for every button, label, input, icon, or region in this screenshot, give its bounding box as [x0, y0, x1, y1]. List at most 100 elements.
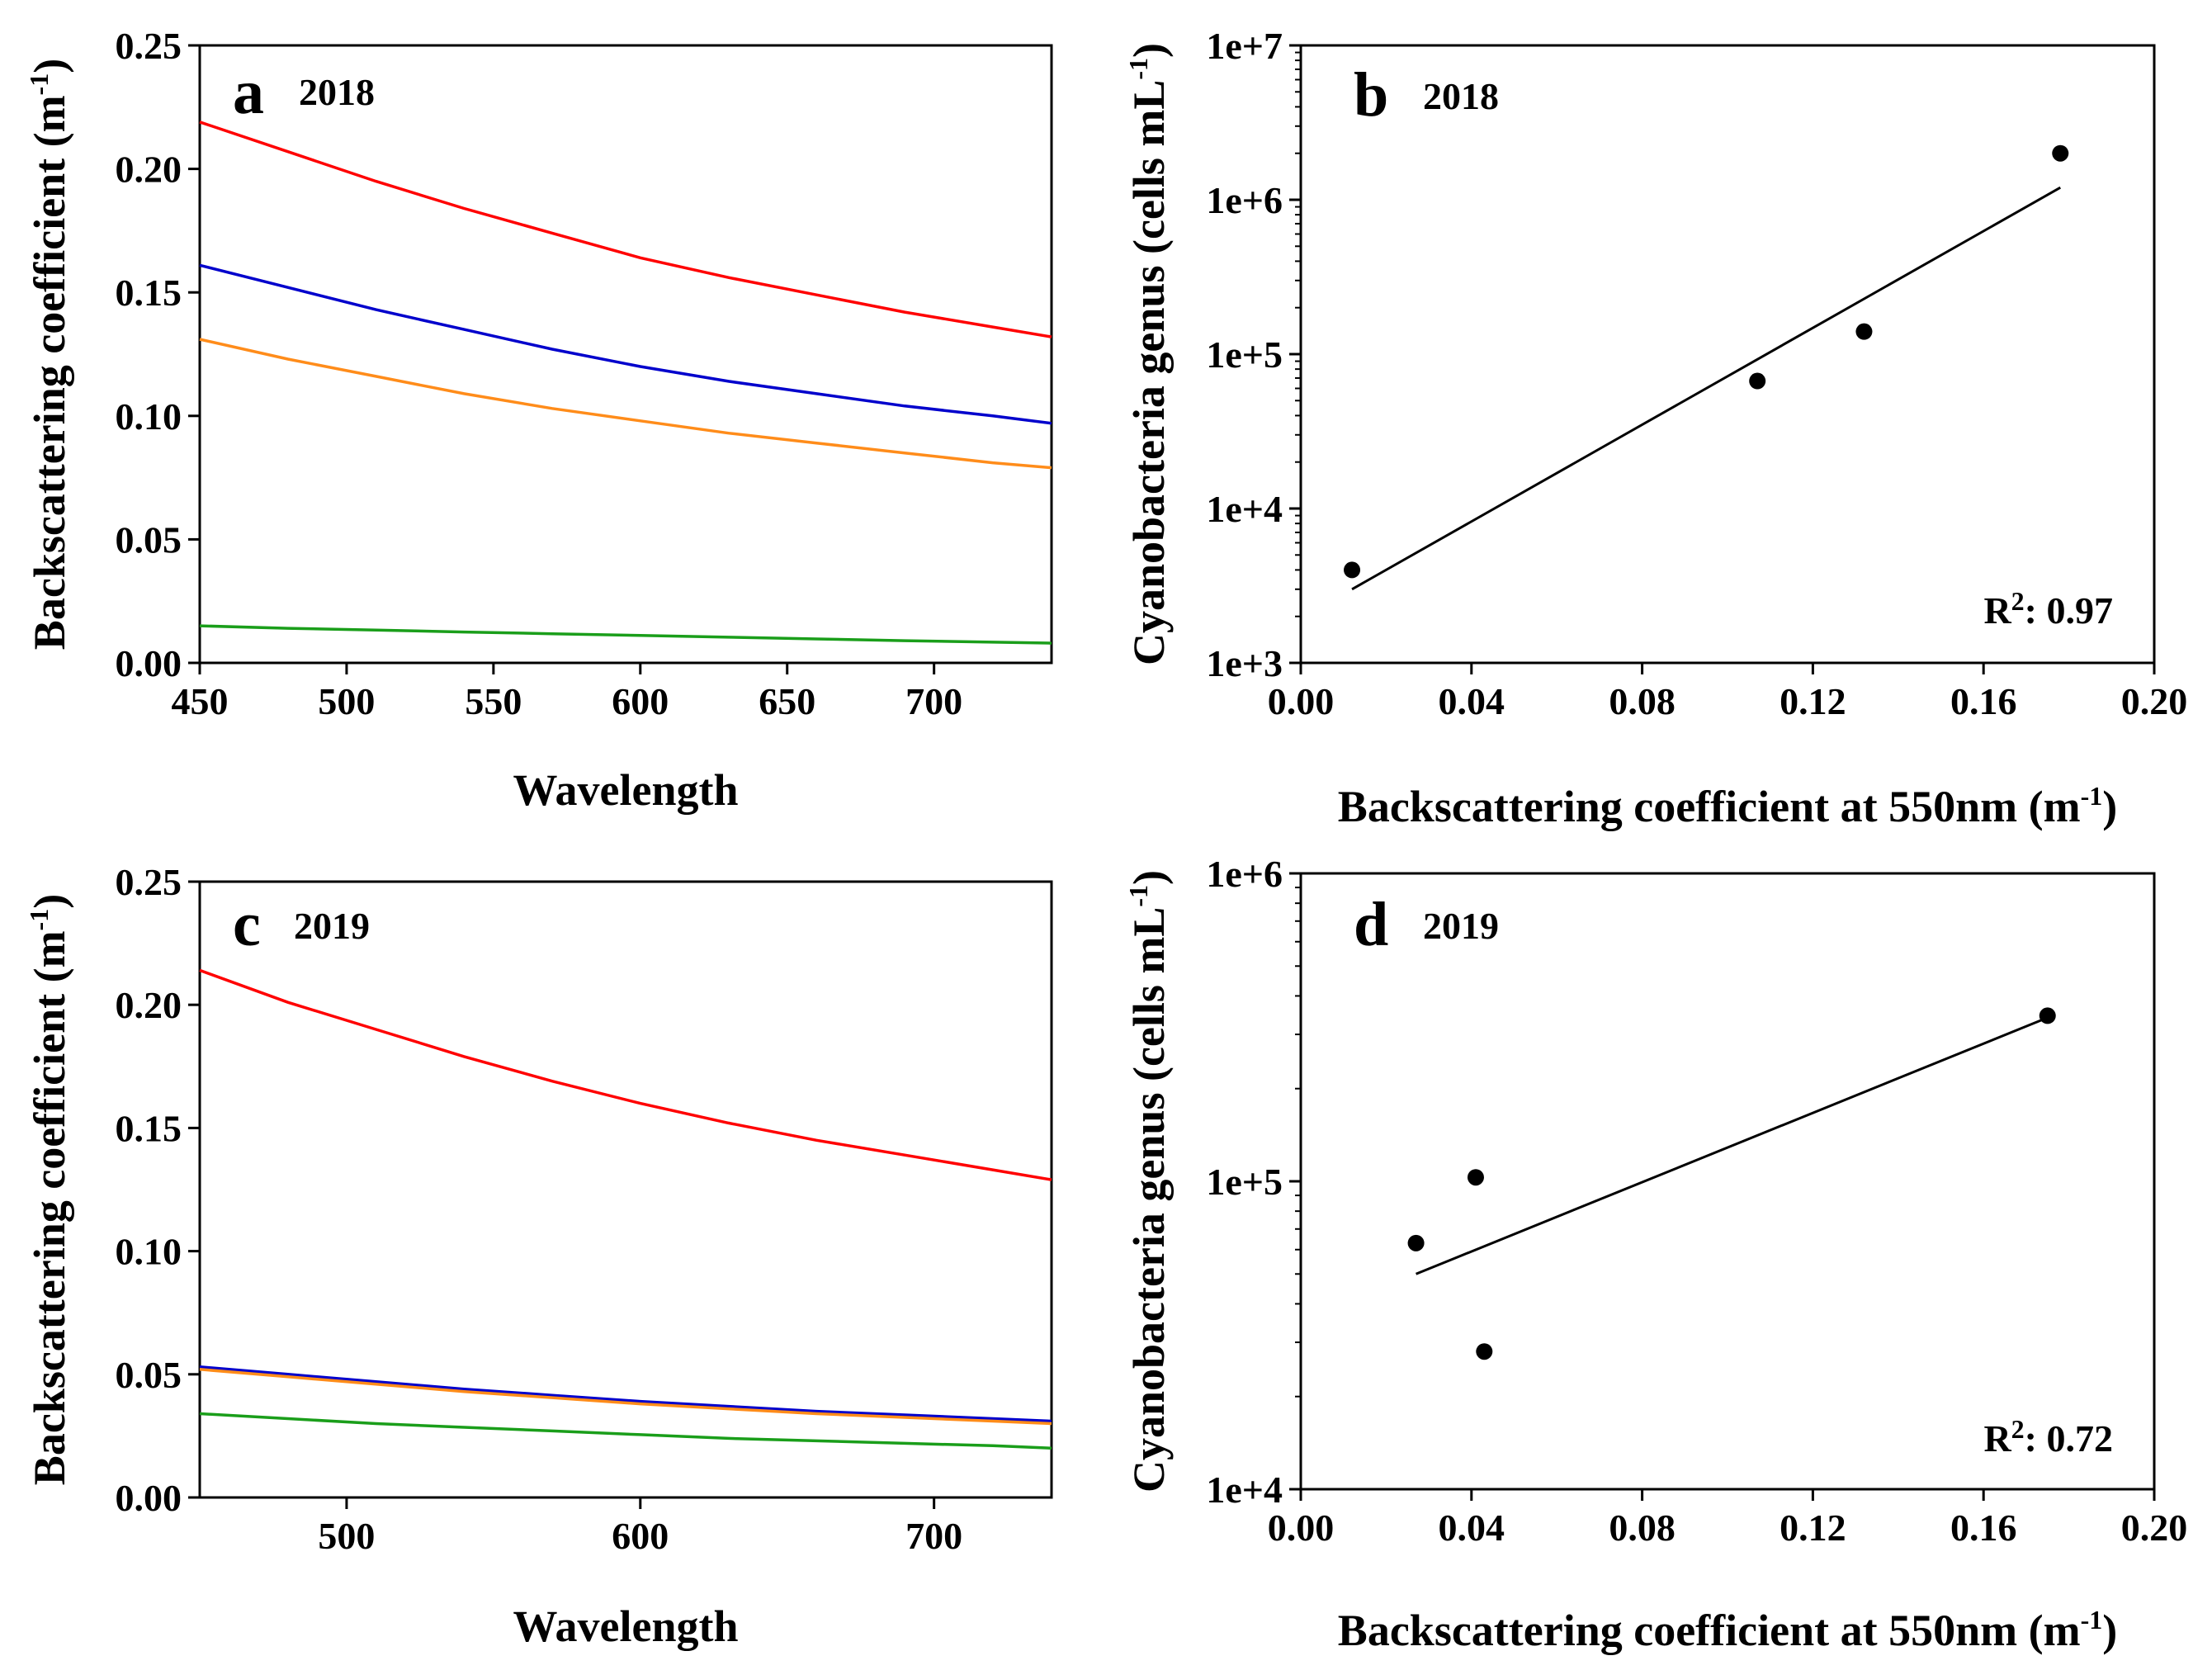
panel-a-y-tick-label: 0.10	[116, 395, 182, 438]
panel-b-x-label-sup: -1	[2081, 781, 2103, 811]
panel-c-series	[199, 968, 1052, 1450]
panel-b-y-label-sup: -1	[1123, 58, 1153, 80]
panel-a-y-tick-label: 0.15	[116, 272, 182, 314]
panel-c-x-tick-label: 700	[905, 1515, 962, 1557]
panel-b-label: b	[1354, 60, 1388, 130]
panel-d-fit	[1416, 1016, 2049, 1275]
panel-d-x-tick-label: 0.16	[1950, 1507, 2017, 1549]
panel-c-y-label-main: Backscattering coefficient (m	[25, 930, 74, 1485]
panel-b-data-point	[1749, 372, 1766, 390]
panel-b-x-tick-label: 0.20	[2121, 680, 2188, 722]
panel-c-y-tick-label: 0.20	[116, 984, 182, 1026]
panel-c-label: c	[233, 890, 261, 959]
panel-d-y-axis-label: Cyanobacteria genus (cells mL-1)	[1123, 870, 1174, 1493]
panel-b-fit	[1351, 186, 2061, 591]
panel-b-plot-frame	[1299, 44, 2156, 665]
panel-d-fit-line	[1416, 1016, 2049, 1275]
panel-b-x-tick-label: 0.04	[1439, 680, 1505, 722]
panel-b-x-tick-label: 0.08	[1609, 680, 1676, 722]
panel-a-chart: 450 500 550 600 650 700 0.000.050.100.150.200…	[24, 25, 1053, 815]
panel-d-x-axis-label: Backscattering coefficient at 550nm (m-1…	[1338, 1605, 2117, 1655]
panel-c-series-red	[199, 968, 1052, 1181]
panel-b-y-tick-label: 1e+6	[1206, 179, 1283, 221]
panel-d-x-label-end: )	[2102, 1606, 2117, 1655]
panel-c-y-ticks: 0.00 0.05 0.10 0.15 0.20 0.25	[116, 861, 200, 1519]
panel-a-y-tick-label: 0.25	[116, 25, 182, 67]
panel-b-data-point	[2052, 144, 2069, 162]
panel-d-x-tick-label: 0.20	[2121, 1507, 2188, 1549]
panel-a-y-tick-label: 0.00	[116, 642, 182, 684]
panel-d-x-label-sup: -1	[2081, 1605, 2103, 1635]
panel-d-r2-sup: 2	[2011, 1414, 2025, 1444]
panel-d-y-tick-label: 1e+5	[1206, 1161, 1283, 1203]
panel-d-x-tick-label: 0.04	[1439, 1507, 1505, 1549]
panel-c-y-label-sup: -1	[24, 909, 54, 931]
panel-d-x-label-main: Backscattering coefficient at 550nm (m	[1338, 1606, 2081, 1655]
panel-c-y-label-end: )	[25, 894, 74, 909]
panel-d-y-tick-label: 1e+6	[1206, 853, 1283, 895]
panel-d-label: d	[1354, 890, 1388, 959]
panel-c-x-ticks: 500 600 700	[318, 1497, 962, 1557]
panel-d-y-label-end: )	[1124, 870, 1174, 885]
panel-a-y-tick-label: 0.20	[116, 149, 182, 191]
panel-b-y-ticks: 1e+3 1e+4 1e+5 1e+6 1e+7	[1206, 25, 1301, 684]
panel-b-x-label-end: )	[2102, 782, 2117, 831]
panel-a-x-tick-label: 600	[612, 680, 669, 722]
panel-b-y-tick-label: 1e+4	[1206, 488, 1283, 530]
panel-a-series-red	[199, 121, 1052, 338]
panel-c-series-green	[199, 1412, 1052, 1450]
panel-c-x-axis-label: Wavelength	[513, 1601, 738, 1651]
panel-b-chart: 0.00 0.04 0.08 0.12 0.16 0.20 1e+31e+41e+51e+…	[1123, 25, 2187, 831]
panel-a-series	[199, 121, 1052, 645]
panel-c-chart: 500 600 700 0.00 0.05 0.10 0.15 0.20 0.25 c 201…	[24, 861, 1053, 1651]
panel-a-x-tick-label: 650	[759, 680, 815, 722]
panel-a-x-tick-label: 450	[172, 680, 229, 722]
panel-b-x-label-main: Backscattering coefficient at 550nm (m	[1338, 782, 2081, 831]
panel-d-y-ticks: 1e+4 1e+5 1e+6	[1206, 853, 1301, 1511]
panel-d-year: 2019	[1423, 905, 1499, 947]
panel-d-data-point	[1467, 1169, 1484, 1186]
panel-c-y-tick-label: 0.10	[116, 1231, 182, 1273]
panel-a-x-tick-label: 700	[905, 680, 962, 722]
panel-d-x-ticks: 0.00 0.04 0.08 0.12 0.16 0.20	[1268, 1489, 2188, 1549]
panel-a-year: 2018	[299, 71, 375, 113]
panel-d-y-label-sup: -1	[1123, 885, 1153, 907]
panel-a-series-orange	[199, 338, 1052, 470]
panel-a-label: a	[233, 58, 264, 127]
panel-d-y-label-main: Cyanobacteria genus (cells mL	[1124, 907, 1174, 1493]
panel-d-x-tick-label: 0.08	[1609, 1507, 1676, 1549]
panel-c-plot-frame	[198, 880, 1053, 1499]
panel-a-y-ticks: 0.00 0.05 0.10 0.15 0.20 0.25	[116, 25, 200, 684]
panel-b-r2: R2: 0.97	[1983, 586, 2113, 632]
panel-a-y-axis-label: Backscattering coefficient (m-1)	[24, 59, 74, 650]
panel-b-y-tick-label: 1e+7	[1206, 25, 1283, 67]
panel-d-y-tick-label: 1e+4	[1206, 1469, 1283, 1511]
panel-d-data-point	[1407, 1234, 1425, 1251]
panel-b-y-tick-label: 1e+5	[1206, 334, 1283, 376]
panel-c-series-orange	[199, 1368, 1052, 1426]
panel-c-y-axis-label: Backscattering coefficient (m-1)	[24, 894, 74, 1485]
panel-a-y-label-main: Backscattering coefficient (m	[25, 95, 74, 650]
panel-d-data-point	[1476, 1343, 1493, 1360]
panel-a-x-tick-label: 500	[318, 680, 375, 722]
panel-d-x-tick-label: 0.00	[1268, 1507, 1335, 1549]
panel-d-r2: R2: 0.72	[1983, 1414, 2113, 1459]
panel-b-data-point	[1344, 561, 1361, 579]
panel-b-x-axis-label: Backscattering coefficient at 550nm (m-1…	[1338, 781, 2117, 831]
panel-b-y-axis-label: Cyanobacteria genus (cells mL-1)	[1123, 43, 1174, 665]
panel-d-r2-value: : 0.72	[2025, 1417, 2113, 1459]
panel-b-x-tick-label: 0.12	[1780, 680, 1846, 722]
panel-a-y-label-end: )	[25, 59, 74, 73]
panel-b-x-ticks: 0.00 0.04 0.08 0.12 0.16 0.20	[1268, 663, 2188, 722]
panel-a-y-tick-label: 0.05	[116, 518, 182, 561]
panel-c-x-tick-label: 600	[612, 1515, 669, 1557]
panel-b-fit-line	[1351, 186, 2061, 591]
panel-d-x-tick-label: 0.12	[1780, 1507, 1846, 1549]
panel-b-data-point	[1855, 323, 1873, 340]
panel-c-year: 2019	[294, 905, 370, 947]
panel-b-x-tick-label: 0.16	[1950, 680, 2017, 722]
panel-a-y-label-sup: -1	[24, 73, 54, 96]
panel-b-year: 2018	[1423, 75, 1499, 117]
panel-b-y-label-main: Cyanobacteria genus (cells mL	[1124, 80, 1174, 665]
